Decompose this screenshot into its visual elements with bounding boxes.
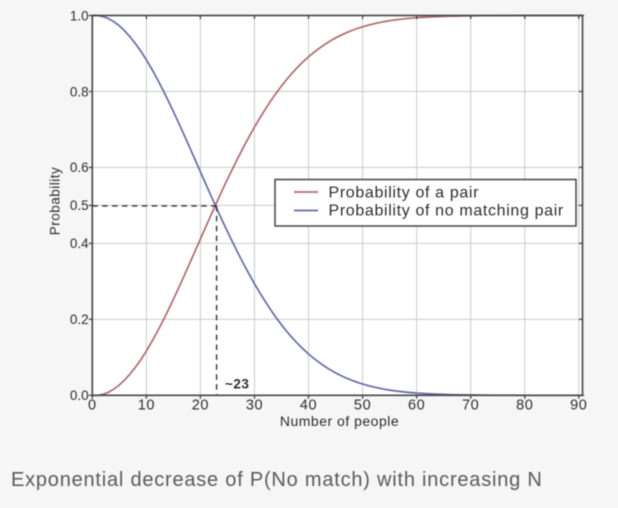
- svg-text:80: 80: [516, 398, 533, 414]
- svg-text:20: 20: [192, 398, 209, 414]
- svg-text:0.5: 0.5: [70, 198, 89, 213]
- svg-text:0.2: 0.2: [70, 312, 89, 327]
- svg-text:Probability of a pair: Probability of a pair: [329, 185, 480, 202]
- svg-text:0.0: 0.0: [70, 388, 89, 403]
- svg-text:Number of people: Number of people: [280, 413, 399, 429]
- svg-text:0.4: 0.4: [70, 236, 89, 251]
- svg-text:40: 40: [300, 398, 317, 414]
- svg-text:1.0: 1.0: [70, 8, 89, 23]
- svg-text:30: 30: [246, 398, 263, 414]
- svg-text:90: 90: [570, 398, 587, 414]
- svg-text:50: 50: [354, 398, 371, 414]
- svg-text:Probability: Probability: [48, 167, 63, 236]
- svg-text:60: 60: [408, 398, 425, 414]
- svg-text:0.6: 0.6: [70, 160, 89, 175]
- svg-text:Probability of no matching pai: Probability of no matching pair: [329, 203, 564, 220]
- svg-text:10: 10: [138, 398, 155, 414]
- svg-text:0: 0: [88, 398, 97, 414]
- svg-text:70: 70: [462, 398, 479, 414]
- svg-text:0.8: 0.8: [70, 84, 89, 99]
- svg-text:~23: ~23: [225, 377, 249, 392]
